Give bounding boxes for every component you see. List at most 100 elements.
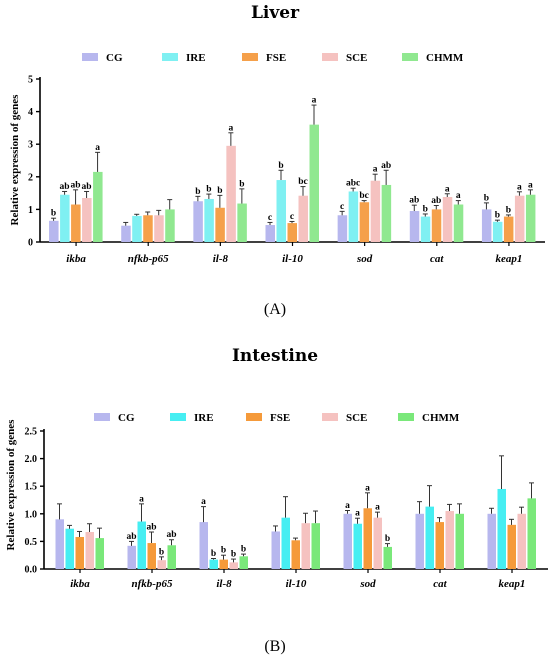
bar-cg-ikba: [49, 220, 59, 242]
y-tick-label: 0.0: [25, 565, 38, 576]
legend-label-fse: FSE: [266, 52, 286, 64]
bar-ire-il-10: [276, 180, 286, 242]
bar-sce-nfkb-p65: [154, 215, 164, 242]
legend-label-chmm: CHMM: [422, 412, 460, 424]
bar-ire-keap1: [497, 488, 506, 569]
bar-cg-ikba: [55, 519, 64, 569]
significance-label: a: [345, 501, 350, 511]
intestine-chart-title: Intestine: [232, 346, 318, 366]
bar-chmm-il-10: [309, 124, 319, 242]
bar-chmm-nfkb-p65: [165, 209, 175, 242]
bar-chmm-cat: [455, 513, 464, 569]
bar-ire-nfkb-p65: [137, 521, 146, 569]
bar-cg-keap1: [487, 513, 496, 569]
bar-ire-il-8: [204, 198, 214, 242]
bar-ire-ikba: [60, 194, 70, 242]
bar-chmm-keap1: [527, 498, 536, 569]
bar-cg-il-10: [265, 225, 275, 242]
significance-label: a: [445, 184, 450, 194]
significance-label: b: [211, 549, 216, 559]
legend-swatch-cg: [94, 413, 110, 421]
bar-chmm-il-10: [311, 523, 320, 569]
significance-label: ab: [60, 182, 70, 192]
legend-swatch-sce: [322, 413, 338, 421]
bar-cg-il-10: [271, 531, 280, 569]
significance-label: b: [159, 547, 164, 557]
legend-label-sce: SCE: [346, 52, 367, 64]
intestine-legend: CG IRE FSE SCE CHMM: [94, 412, 460, 424]
bar-cg-sod: [343, 513, 352, 569]
bar-sce-keap1: [514, 195, 525, 242]
legend-label-sce: SCE: [346, 412, 367, 424]
bar-chmm-ikba: [93, 171, 103, 242]
bar-sce-il-8: [229, 562, 238, 569]
liver-y-axis-label: Relative expression of genes: [9, 94, 21, 226]
bar-sce-cat: [442, 197, 453, 242]
legend-swatch-ire: [162, 53, 178, 61]
significance-label: a: [95, 143, 100, 153]
x-category-label: cat: [433, 578, 447, 590]
significance-label: a: [228, 123, 233, 133]
bar-ire-cat: [420, 216, 431, 242]
bar-chmm-cat: [453, 204, 464, 242]
bar-cg-il-8: [199, 522, 208, 569]
significance-label: ab: [409, 196, 419, 206]
bar-ire-ikba: [65, 528, 74, 569]
x-category-label: il-8: [213, 253, 229, 265]
y-tick-label: 1: [28, 205, 33, 216]
significance-label: a: [456, 191, 461, 201]
significance-label: b: [484, 193, 489, 203]
x-category-label: nfkb-p65: [128, 253, 169, 265]
x-category-label: il-8: [216, 578, 232, 590]
significance-label: b: [385, 534, 390, 544]
x-category-label: sod: [359, 578, 376, 590]
bar-fse-cat: [435, 522, 444, 569]
bar-ire-keap1: [492, 221, 503, 242]
x-category-label: cat: [430, 253, 444, 265]
bar-ire-cat: [425, 506, 434, 569]
legend-label-ire: IRE: [194, 412, 214, 424]
x-category-label: ikba: [66, 253, 86, 265]
bar-sce-ikba: [85, 532, 94, 569]
bar-ire-sod: [348, 191, 359, 242]
y-tick-label: 2.0: [25, 454, 38, 465]
bar-cg-nfkb-p65: [121, 225, 131, 242]
significance-label: b: [241, 545, 246, 555]
bar-cg-cat: [409, 211, 420, 242]
bar-sce-il-10: [301, 523, 310, 569]
significance-label: ab: [71, 180, 81, 190]
bar-sce-sod: [370, 180, 381, 242]
significance-label: ab: [126, 532, 136, 542]
significance-label: c: [268, 213, 272, 223]
significance-label: bc: [359, 191, 369, 201]
bar-sce-nfkb-p65: [157, 560, 166, 569]
legend-swatch-chmm: [402, 53, 418, 61]
significance-label: b: [231, 550, 236, 560]
bar-fse-keap1: [507, 524, 516, 569]
x-category-label: il-10: [286, 578, 307, 590]
panel-a-label: (A): [264, 301, 286, 318]
legend-label-cg: CG: [106, 52, 123, 64]
bar-cg-il-8: [193, 201, 203, 242]
legend-swatch-sce: [322, 53, 338, 61]
x-category-label: keap1: [499, 578, 526, 590]
y-tick-label: 2.5: [25, 427, 38, 438]
bar-chmm-sod: [383, 546, 392, 569]
bar-fse-keap1: [503, 216, 514, 242]
significance-label: b: [51, 209, 56, 219]
significance-label: b: [206, 185, 211, 195]
x-category-label: sod: [356, 253, 373, 265]
significance-label: c: [290, 212, 294, 222]
y-tick-label: 0: [28, 238, 33, 249]
significance-label: ab: [82, 182, 92, 192]
liver-chart: Liver CG IRE FSE SCE CHMM 0 1 2 3 4 5 ikba nfkb-p65…: [9, 3, 545, 318]
x-category-label: nfkb-p65: [132, 578, 173, 590]
y-tick-label: 3: [28, 140, 33, 151]
legend-swatch-fse: [242, 53, 258, 61]
bar-sce-keap1: [517, 513, 526, 569]
significance-label: a: [365, 483, 370, 493]
legend-label-ire: IRE: [186, 52, 206, 64]
y-tick-label: 1.5: [25, 482, 38, 493]
